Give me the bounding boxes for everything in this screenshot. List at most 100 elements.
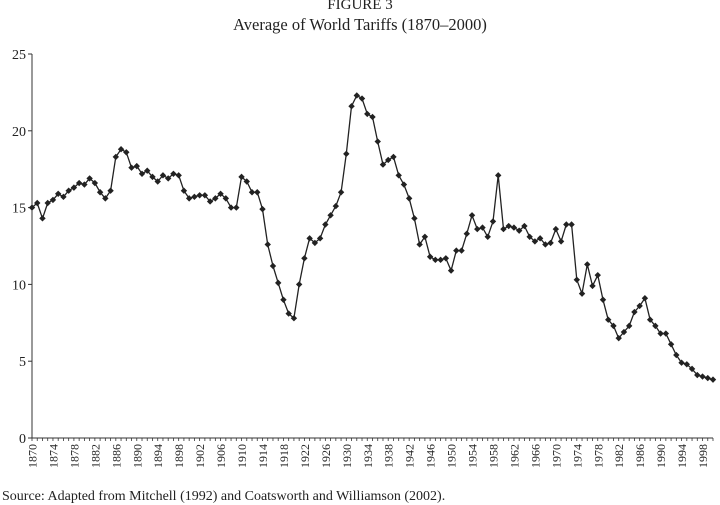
- data-point-marker: [123, 149, 130, 156]
- x-tick-label: 1926: [319, 444, 333, 468]
- axes: [28, 53, 714, 441]
- data-point-marker: [149, 173, 156, 181]
- y-tick-label: 25: [12, 48, 26, 63]
- data-point-marker: [343, 150, 350, 158]
- data-point-marker: [599, 296, 607, 303]
- x-tick-label: 1930: [340, 444, 354, 468]
- data-point-marker: [641, 295, 649, 302]
- line-chart: 0 5 10 15 20 25 1870 1874 1878 1882 1886 1890 1894 18…: [12, 48, 717, 468]
- data-point-marker: [353, 92, 360, 99]
- data-point-marker: [542, 241, 549, 248]
- x-tick-label: 1874: [46, 444, 60, 468]
- data-point-marker: [395, 172, 402, 179]
- data-point-marker: [547, 239, 554, 247]
- x-tick-label: 1950: [445, 444, 459, 468]
- data-point-marker: [458, 247, 465, 254]
- data-point-marker: [610, 322, 617, 330]
- data-point-marker: [358, 95, 366, 102]
- x-tick-label: 1894: [151, 444, 165, 468]
- x-tick-label: 1886: [109, 444, 123, 468]
- x-tick-label: 1898: [172, 444, 186, 468]
- data-point-marker: [688, 365, 696, 373]
- data-point-marker: [468, 212, 476, 219]
- data-point-marker: [646, 316, 654, 323]
- data-point-marker: [54, 190, 62, 197]
- x-tick-label: 1882: [88, 444, 102, 468]
- data-point-marker: [426, 253, 434, 260]
- data-point-marker: [222, 195, 230, 202]
- data-point-marker: [683, 361, 691, 368]
- data-point-marker: [44, 199, 51, 207]
- data-point-marker: [144, 167, 151, 174]
- data-point-marker: [704, 374, 711, 382]
- data-point-marker: [526, 233, 533, 240]
- data-point-marker: [212, 195, 219, 202]
- data-point-marker: [238, 173, 245, 181]
- data-point-marker: [264, 241, 271, 248]
- x-tick-label: 1878: [67, 444, 81, 468]
- x-tick-label: 1994: [675, 444, 689, 468]
- data-point-marker: [400, 181, 408, 188]
- series-path: [31, 94, 714, 381]
- data-point-marker: [657, 330, 664, 337]
- data-point-marker: [337, 189, 345, 196]
- data-point-marker: [479, 224, 486, 231]
- data-point-marker: [379, 161, 387, 168]
- data-point-marker: [39, 215, 46, 222]
- data-point-marker: [81, 181, 88, 188]
- x-tick-label: 1970: [549, 444, 563, 468]
- data-point-marker: [248, 189, 256, 196]
- data-point-marker: [180, 187, 188, 194]
- data-point-marker: [348, 103, 355, 110]
- data-point-marker: [102, 195, 109, 202]
- source-note: Source: Adapted from Mitchell (1992) and…: [2, 489, 446, 504]
- data-point-marker: [432, 256, 439, 264]
- x-tick-label: 1974: [570, 444, 584, 468]
- data-point-marker: [128, 164, 135, 171]
- data-point-marker: [515, 227, 523, 234]
- data-point-marker: [170, 170, 177, 178]
- data-point-marker: [505, 222, 512, 230]
- data-point-marker: [390, 153, 397, 161]
- x-tick-label: 1942: [403, 444, 417, 468]
- x-tick-label: 1990: [654, 444, 668, 468]
- data-point-marker: [201, 192, 209, 199]
- data-point-marker: [625, 322, 633, 330]
- data-point-marker: [416, 241, 423, 248]
- data-point-marker: [489, 218, 497, 225]
- data-point-marker: [254, 189, 261, 196]
- data-point-marker: [463, 230, 470, 237]
- x-tick-label: 1902: [193, 444, 207, 468]
- x-tick-label: 1906: [214, 444, 228, 468]
- data-point-marker: [306, 235, 313, 242]
- data-point-marker: [667, 341, 675, 348]
- data-point-marker: [631, 308, 638, 316]
- data-point-marker: [154, 178, 161, 185]
- data-point-marker: [536, 235, 544, 242]
- data-point-marker: [437, 256, 444, 264]
- data-point-marker: [206, 198, 214, 205]
- data-point-marker: [49, 196, 57, 204]
- chart-title: Average of World Tariffs (1870–2000): [233, 15, 487, 34]
- data-point-marker: [411, 215, 418, 222]
- data-point-marker: [322, 221, 329, 228]
- data-point-marker: [227, 204, 235, 211]
- series-line: [31, 94, 714, 381]
- data-point-marker: [301, 255, 308, 262]
- data-point-marker: [70, 184, 78, 191]
- data-point-marker: [259, 205, 266, 213]
- data-point-marker: [295, 281, 303, 288]
- data-point-marker: [364, 110, 371, 118]
- data-point-marker: [133, 162, 140, 170]
- data-point-marker: [636, 302, 643, 310]
- data-point-marker: [568, 221, 575, 228]
- data-point-marker: [117, 146, 125, 153]
- data-point-marker: [699, 373, 706, 380]
- y-tick-label: 15: [12, 202, 26, 217]
- data-point-marker: [280, 296, 287, 303]
- x-tick-label: 1918: [277, 444, 291, 468]
- x-tick-label: 1986: [633, 444, 647, 468]
- data-point-marker: [96, 189, 104, 196]
- data-point-marker: [620, 328, 628, 336]
- data-point-marker: [34, 199, 41, 207]
